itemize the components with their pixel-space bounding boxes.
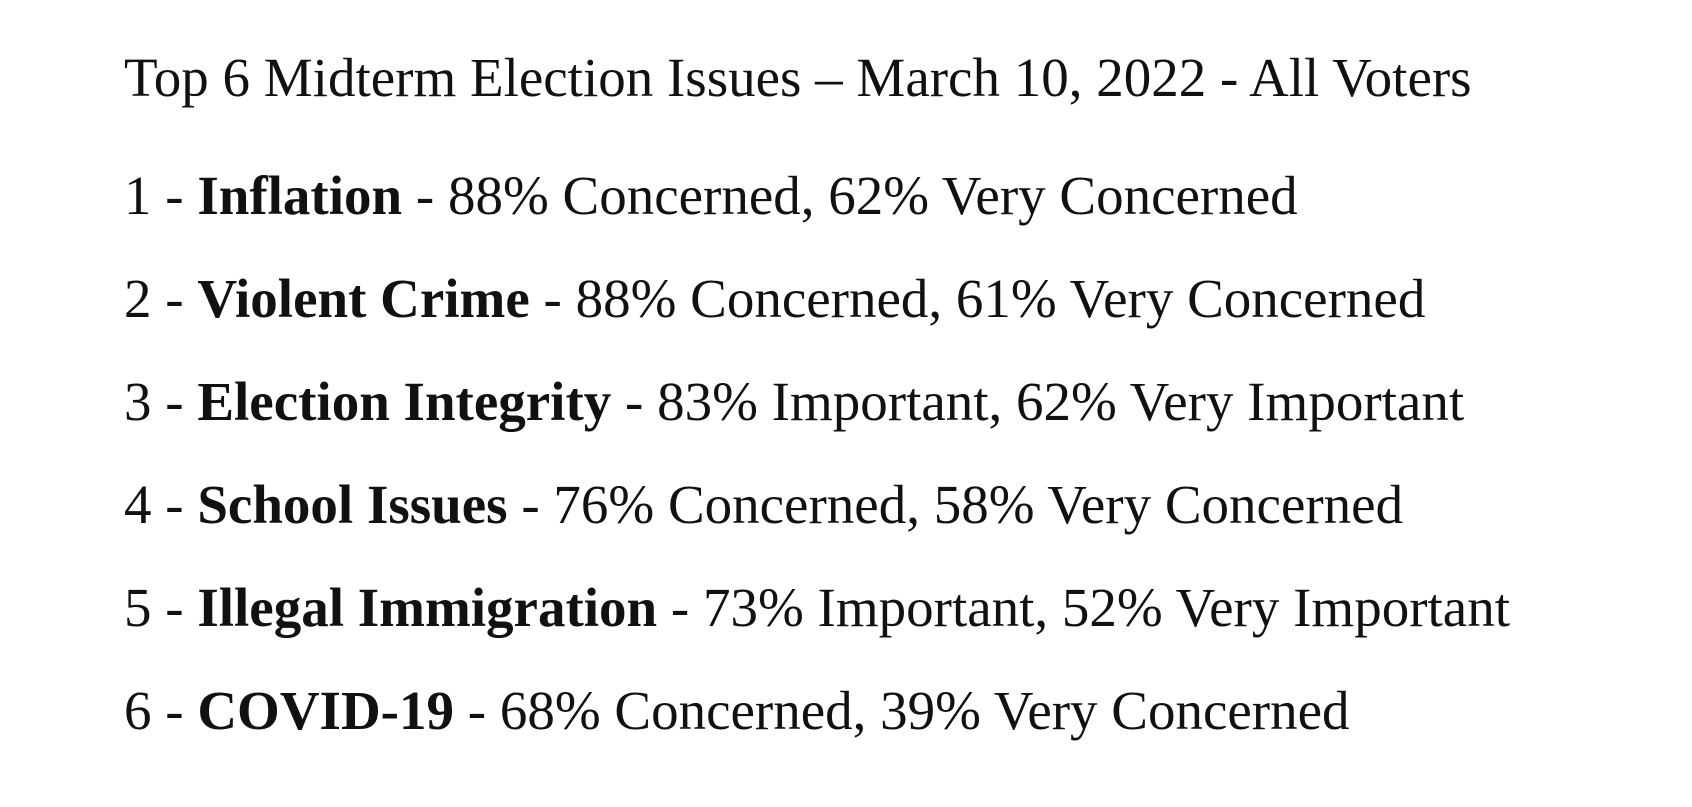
issue-rank: 4 [124, 474, 152, 535]
document-body: Top 6 Midterm Election Issues – March 10… [124, 42, 1674, 762]
issue-name: School Issues [197, 474, 508, 535]
issue-name: Violent Crime [197, 268, 530, 329]
issue-detail: 76% Concerned, 58% Very Concerned [553, 474, 1404, 535]
issue-item-2: 2 - Violent Crime - 88% Concerned, 61% V… [124, 268, 1426, 329]
issue-name: Illegal Immigration [197, 577, 658, 638]
issue-rank: 1 [124, 165, 152, 226]
issue-name: COVID-19 [197, 680, 454, 741]
issue-rank: 5 [124, 577, 152, 638]
issue-detail: 68% Concerned, 39% Very Concerned [499, 680, 1350, 741]
issue-detail: 83% Important, 62% Very Important [657, 371, 1465, 432]
issue-item-3: 3 - Election Integrity - 83% Important, … [124, 371, 1465, 432]
issues-list: 1 - Inflation - 88% Concerned, 62% Very … [124, 144, 1674, 762]
issue-rank: 6 [124, 680, 152, 741]
issue-name: Election Integrity [197, 371, 612, 432]
issue-item-5: 5 - Illegal Immigration - 73% Important,… [124, 577, 1510, 638]
issue-detail: 73% Important, 52% Very Important [702, 577, 1510, 638]
issue-name: Inflation [197, 165, 403, 226]
issue-item-6: 6 - COVID-19 - 68% Concerned, 39% Very C… [124, 680, 1350, 741]
issue-detail: 88% Concerned, 61% Very Concerned [575, 268, 1426, 329]
issue-rank: 3 [124, 371, 152, 432]
issue-detail: 88% Concerned, 62% Very Concerned [447, 165, 1298, 226]
issue-item-4: 4 - School Issues - 76% Concerned, 58% V… [124, 474, 1404, 535]
document-title: Top 6 Midterm Election Issues – March 10… [124, 47, 1472, 108]
issue-item-1: 1 - Inflation - 88% Concerned, 62% Very … [124, 165, 1298, 226]
issue-rank: 2 [124, 268, 152, 329]
